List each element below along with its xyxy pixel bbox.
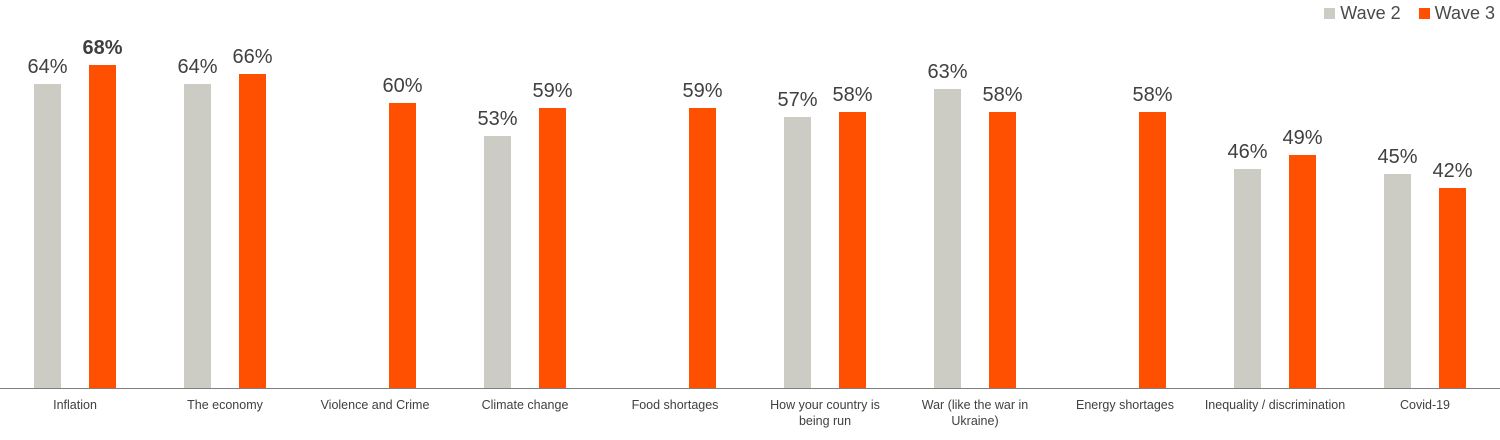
legend: Wave 2 Wave 3 bbox=[1324, 3, 1495, 24]
value-label: 42% bbox=[1432, 160, 1473, 182]
bar-slot-wave-3: 60% bbox=[382, 75, 423, 388]
bar-wave-2 bbox=[1384, 174, 1411, 388]
chart-group-inequality-discrimination: 46% 49% Inequality / discrimination bbox=[1200, 0, 1350, 430]
bar-wave-3 bbox=[89, 65, 116, 388]
value-label: 58% bbox=[1132, 84, 1173, 106]
bar-wave-3 bbox=[989, 112, 1016, 388]
category-label: Food shortages bbox=[631, 398, 719, 412]
value-label: 53% bbox=[477, 108, 518, 130]
value-label: 58% bbox=[832, 84, 873, 106]
legend-item-wave-2: Wave 2 bbox=[1324, 3, 1401, 24]
bar-wave-2 bbox=[934, 89, 961, 388]
bar-slot-wave-3: 59% bbox=[682, 80, 723, 388]
bar-pair: 45% 42% bbox=[1377, 0, 1473, 388]
x-axis-line bbox=[0, 388, 1500, 389]
bar-wave-3 bbox=[839, 112, 866, 388]
bar-slot-wave-3: 58% bbox=[832, 84, 873, 388]
chart-group-how-your-country-is-being-run: 57% 58% How your country is being run bbox=[750, 0, 900, 430]
category-label: Energy shortages bbox=[1076, 398, 1174, 412]
bar-wave-3 bbox=[389, 103, 416, 388]
category-label: Inequality / discrimination bbox=[1204, 398, 1346, 412]
category-label: How your country is being run bbox=[770, 398, 880, 429]
bar-wave-2 bbox=[34, 84, 61, 388]
chart-group-food-shortages: 59% Food shortages bbox=[600, 0, 750, 430]
value-label: 59% bbox=[532, 80, 573, 102]
value-label: 68% bbox=[82, 37, 123, 59]
bar-pair: 57% 58% bbox=[777, 0, 873, 388]
bar-pair: 63% 58% bbox=[927, 0, 1023, 388]
category-label: Violence and Crime bbox=[320, 398, 430, 412]
bar-wave-3 bbox=[539, 108, 566, 388]
bar-pair: 59% bbox=[634, 0, 723, 388]
bar-slot-wave-2: 53% bbox=[477, 108, 518, 388]
value-label: 49% bbox=[1282, 127, 1323, 149]
bar-pair: 46% 49% bbox=[1227, 0, 1323, 388]
plot-area: 64% 68% Inflation 64% 66% The economy 60% Viole… bbox=[0, 0, 1500, 430]
category-label: Climate change bbox=[481, 398, 569, 412]
legend-label: Wave 3 bbox=[1434, 3, 1495, 23]
chart-group-covid-19: 45% 42% Covid-19 bbox=[1350, 0, 1500, 430]
bar-wave-2 bbox=[784, 117, 811, 388]
bar-slot-wave-3: 49% bbox=[1282, 127, 1323, 388]
value-label: 60% bbox=[382, 75, 423, 97]
bar-slot-wave-2: 57% bbox=[777, 89, 818, 388]
chart-group-climate-change: 53% 59% Climate change bbox=[450, 0, 600, 430]
value-label: 46% bbox=[1227, 141, 1268, 163]
bar-pair: 53% 59% bbox=[477, 0, 573, 388]
bar-slot-wave-3: 66% bbox=[232, 46, 273, 388]
bar-pair: 58% bbox=[1084, 0, 1173, 388]
bar-wave-3 bbox=[1289, 155, 1316, 388]
value-label: 59% bbox=[682, 80, 723, 102]
bar-wave-2 bbox=[484, 136, 511, 388]
legend-swatch-wave-3 bbox=[1418, 8, 1430, 19]
chart-group-violence-and-crime: 60% Violence and Crime bbox=[300, 0, 450, 430]
chart-group-the-economy: 64% 66% The economy bbox=[150, 0, 300, 430]
value-label: 63% bbox=[927, 61, 968, 83]
bar-pair: 60% bbox=[334, 0, 423, 388]
category-label: Inflation bbox=[53, 398, 97, 412]
bar-slot-wave-3: 42% bbox=[1432, 160, 1473, 388]
bar-wave-2 bbox=[1234, 169, 1261, 388]
value-label: 58% bbox=[982, 84, 1023, 106]
bar-slot-wave-2: 63% bbox=[927, 61, 968, 388]
bar-wave-3 bbox=[1439, 188, 1466, 388]
bar-slot-wave-3: 58% bbox=[1132, 84, 1173, 388]
category-label: The economy bbox=[187, 398, 263, 412]
bar-slot-wave-3: 68% bbox=[82, 37, 123, 388]
value-label: 64% bbox=[27, 56, 68, 78]
bar-pair: 64% 68% bbox=[27, 0, 123, 388]
bar-wave-3 bbox=[689, 108, 716, 388]
bar-slot-wave-3: 59% bbox=[532, 80, 573, 388]
bar-pair: 64% 66% bbox=[177, 0, 273, 388]
bar-wave-2 bbox=[184, 84, 211, 388]
chart-group-inflation: 64% 68% Inflation bbox=[0, 0, 150, 430]
legend-swatch-wave-2 bbox=[1324, 8, 1336, 19]
bar-wave-3 bbox=[239, 74, 266, 388]
bar-slot-wave-2: 64% bbox=[177, 56, 218, 388]
chart-group-war-like-the-war-in-ukraine: 63% 58% War (like the war in Ukraine) bbox=[900, 0, 1050, 430]
bar-slot-wave-2: 45% bbox=[1377, 146, 1418, 388]
legend-label: Wave 2 bbox=[1340, 3, 1401, 23]
bar-wave-3 bbox=[1139, 112, 1166, 388]
category-label: Covid-19 bbox=[1399, 398, 1451, 412]
bar-slot-wave-2: 64% bbox=[27, 56, 68, 388]
value-label: 66% bbox=[232, 46, 273, 68]
value-label: 45% bbox=[1377, 146, 1418, 168]
value-label: 57% bbox=[777, 89, 818, 111]
legend-item-wave-3: Wave 3 bbox=[1418, 3, 1495, 24]
category-label: War (like the war in Ukraine) bbox=[921, 398, 1029, 429]
chart-group-energy-shortages: 58% Energy shortages bbox=[1050, 0, 1200, 430]
bar-slot-wave-2: 46% bbox=[1227, 141, 1268, 388]
value-label: 64% bbox=[177, 56, 218, 78]
bar-slot-wave-3: 58% bbox=[982, 84, 1023, 388]
